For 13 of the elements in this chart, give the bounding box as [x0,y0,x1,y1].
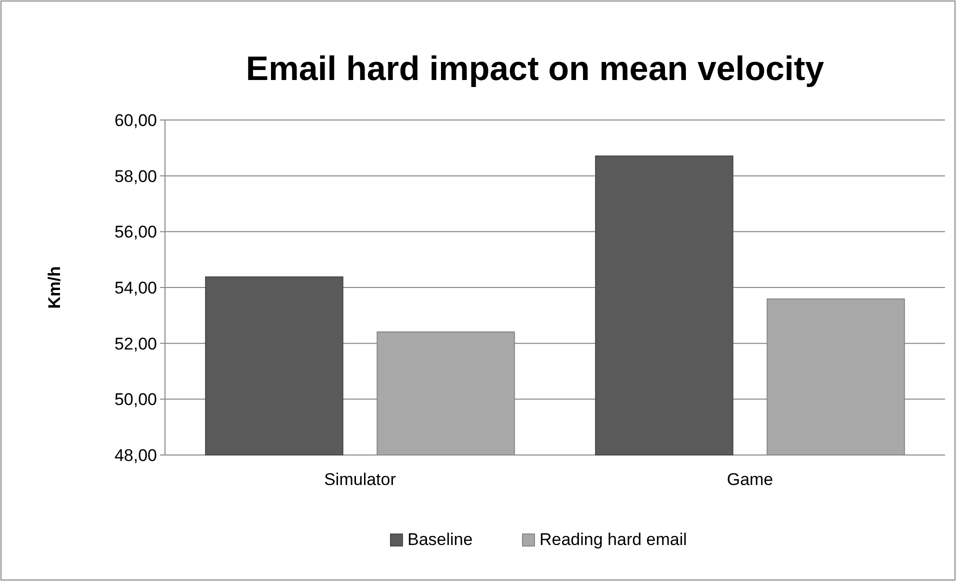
chart-title: Email hard impact on mean velocity [246,50,824,88]
y-tick-label: 52,00 [114,334,157,354]
y-tick-label: 50,00 [114,390,157,410]
y-axis-title: Km/h [45,266,64,309]
y-tick-label: 48,00 [114,446,157,465]
y-tick-label: 58,00 [114,166,157,186]
y-tick-label: 60,00 [114,110,157,130]
legend-label: Baseline [408,530,473,549]
x-tick-label: Game [726,470,774,489]
y-tick-label: 56,00 [114,222,157,242]
y-tick-label: 54,00 [114,278,157,298]
legend-label: Reading hard email [540,530,687,549]
x-tick-label: Simulator [324,470,396,489]
